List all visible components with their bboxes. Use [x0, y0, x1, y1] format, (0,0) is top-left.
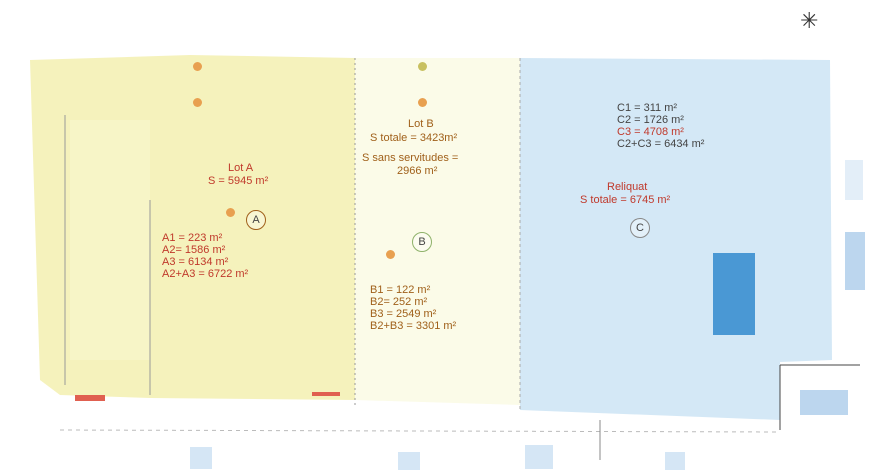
marker-dot [418, 98, 427, 107]
road-edge [59, 429, 781, 433]
marker-dot [226, 208, 235, 217]
lot-b-parcel [355, 58, 520, 405]
parking-marker [190, 447, 212, 469]
lot-b-area-without: S sans servitudes = [362, 152, 459, 164]
lot-a-subarea: A2= 1586 m² [162, 244, 226, 256]
building-small [800, 390, 848, 415]
marker-dot [193, 98, 202, 107]
lot-a-marker: A [246, 210, 266, 230]
marker-dot [418, 62, 427, 71]
lot-b-area-total: S totale = 3423m² [370, 132, 458, 144]
building-outline [845, 232, 865, 290]
lot-b-area-without-value: 2966 m² [397, 165, 438, 177]
lot-c-marker: C [630, 218, 650, 238]
red-hatch [75, 395, 105, 401]
lot-a-inner-strip [70, 120, 150, 360]
lot-c-reliquat-area: S totale = 6745 m² [580, 194, 671, 206]
lot-c-subarea: C1 = 311 m² [617, 102, 678, 114]
lot-b-title: Lot B [408, 118, 434, 130]
lot-a-area: S = 5945 m² [208, 175, 269, 187]
marker-dot [386, 250, 395, 259]
lot-b-subarea: B1 = 122 m² [370, 284, 431, 296]
lot-b-subarea: B2+B3 = 3301 m² [370, 320, 457, 332]
parking-marker [525, 445, 553, 469]
marker-dot [193, 62, 202, 71]
lot-a-subarea: A3 = 6134 m² [162, 256, 229, 268]
north-arrow-icon: ✳ [800, 8, 819, 33]
lot-b-subarea: B2= 252 m² [370, 296, 428, 308]
lot-a-subarea: A1 = 223 m² [162, 232, 223, 244]
lot-a-subarea: A2+A3 = 6722 m² [162, 268, 249, 280]
lot-b-marker: B [412, 232, 432, 252]
parking-marker [845, 160, 863, 200]
lot-b-subarea: B3 = 2549 m² [370, 308, 437, 320]
lot-a-title: Lot A [228, 162, 254, 174]
red-hatch [312, 392, 340, 396]
parking-marker [398, 452, 420, 470]
lot-c-reliquat-title: Reliquat [607, 181, 648, 193]
lot-c-subarea: C2 = 1726 m² [617, 114, 684, 126]
parking-marker [665, 452, 685, 470]
lot-c-subarea: C3 = 4708 m² [617, 126, 684, 138]
lot-c-subarea: C2+C3 = 6434 m² [617, 138, 705, 150]
building-block [713, 253, 755, 335]
